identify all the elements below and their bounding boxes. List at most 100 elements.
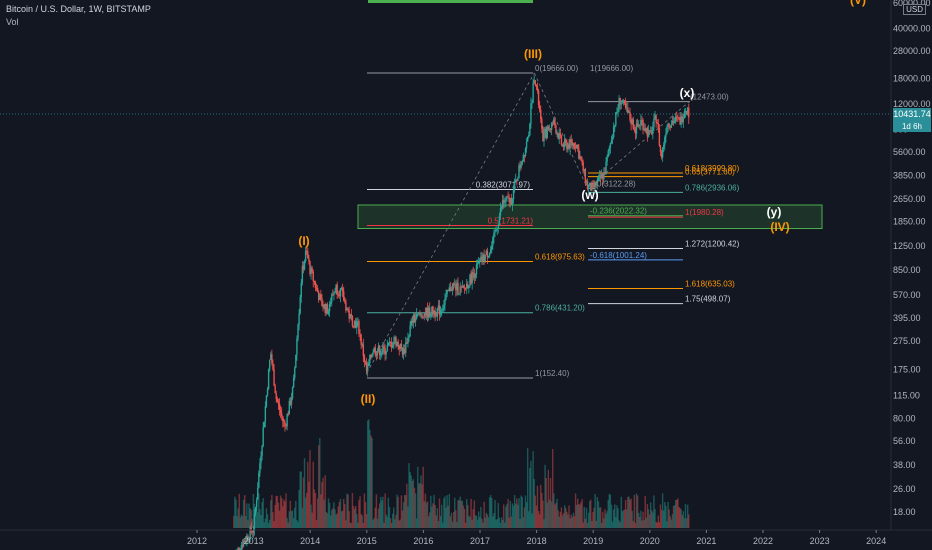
volume-bar (643, 520, 645, 528)
candle-body (459, 286, 461, 294)
candle-body (277, 401, 280, 404)
candle-body (647, 130, 650, 137)
candle-body (510, 197, 513, 205)
volume-bar (640, 510, 642, 528)
volume-bar (621, 511, 624, 528)
volume-bar (444, 496, 446, 528)
volume-bar (302, 477, 305, 528)
candle-body (586, 181, 589, 190)
candle-body (286, 414, 288, 427)
volume-bar (358, 500, 360, 528)
volume-bar (611, 521, 614, 528)
candle-body (255, 499, 258, 508)
volume-bar (579, 504, 581, 528)
volume-bar (289, 500, 292, 528)
volume-bar (583, 506, 585, 528)
volume-bar (565, 508, 567, 528)
volume-bar (431, 506, 433, 528)
candle-body (668, 123, 670, 127)
candle-body (518, 165, 520, 179)
candle-body (655, 115, 657, 123)
volume-bar (518, 498, 520, 528)
candle-body (485, 250, 488, 256)
volume-bar (310, 504, 312, 528)
currency-label[interactable]: USD (903, 4, 926, 15)
volume-bar (654, 509, 656, 528)
candle-body (475, 264, 478, 275)
volume-bar (262, 498, 264, 528)
volume-bar (682, 511, 685, 528)
wave-label: (V) (850, 0, 866, 7)
candle-body (276, 399, 279, 402)
candle-body (661, 147, 664, 158)
candle-body (530, 103, 532, 124)
fib-label: 1(152.40) (535, 369, 570, 378)
y-tick-label: 395.00 (893, 313, 921, 323)
candle-body (536, 86, 539, 91)
volume-bar (637, 512, 640, 528)
volume-bar (592, 512, 594, 528)
candle-body (423, 313, 425, 318)
candle-body (594, 182, 596, 188)
candle-body (307, 251, 309, 259)
volume-bar (271, 495, 273, 528)
candle-body (639, 124, 641, 126)
volume-bar (235, 499, 237, 528)
volume-bar (526, 448, 529, 528)
volume-bar (507, 498, 509, 528)
y-tick-label: 26.00 (893, 484, 916, 494)
volume-bar (633, 494, 636, 528)
candle-body (341, 287, 344, 292)
candle-body (359, 333, 361, 335)
candle-body (413, 315, 416, 322)
candle-body (424, 313, 427, 316)
volume-bar (533, 478, 535, 528)
candle-body (432, 306, 434, 315)
volume-bar (536, 485, 539, 528)
volume-bar (615, 516, 617, 528)
volume-bar (547, 469, 550, 528)
volume-bar (261, 502, 263, 528)
candle-body (479, 259, 481, 262)
volume-bar (550, 501, 553, 528)
volume-bar (486, 514, 489, 528)
candle-body (450, 289, 453, 292)
candle-body (573, 143, 576, 148)
volume-bar (560, 507, 563, 528)
volume-bar (585, 507, 588, 528)
candle-body (595, 182, 597, 186)
candle-body (439, 310, 442, 315)
volume-bar (562, 513, 565, 528)
candle-body (374, 347, 376, 355)
candle-body (385, 351, 387, 355)
volume-bar (384, 493, 386, 528)
candle-body (366, 365, 369, 372)
volume-bar (297, 522, 299, 528)
candle-body (448, 287, 451, 291)
volume-bar (685, 518, 688, 528)
volume-bar (380, 496, 382, 528)
volume-bar (569, 518, 571, 528)
candle-body (370, 355, 372, 358)
volume-label[interactable]: Vol (6, 17, 19, 27)
volume-bar (488, 497, 491, 528)
candle-body (388, 341, 391, 344)
candle-body (513, 181, 516, 190)
volume-bar (393, 507, 395, 528)
candle-body (278, 403, 281, 410)
volume-bar (446, 495, 448, 528)
candle-body (263, 421, 265, 428)
volume-bar (532, 451, 534, 528)
candle-body (351, 316, 354, 326)
symbol-title[interactable]: Bitcoin / U.S. Dollar, 1W, BITSTAMP (6, 4, 151, 14)
volume-bar (409, 472, 411, 528)
volume-bar (437, 520, 440, 528)
candle-body (482, 254, 484, 262)
volume-bar (345, 520, 347, 528)
volume-bar (677, 498, 679, 528)
volume-bar (362, 522, 365, 528)
candle-body (488, 252, 491, 257)
volume-bar (462, 505, 465, 528)
